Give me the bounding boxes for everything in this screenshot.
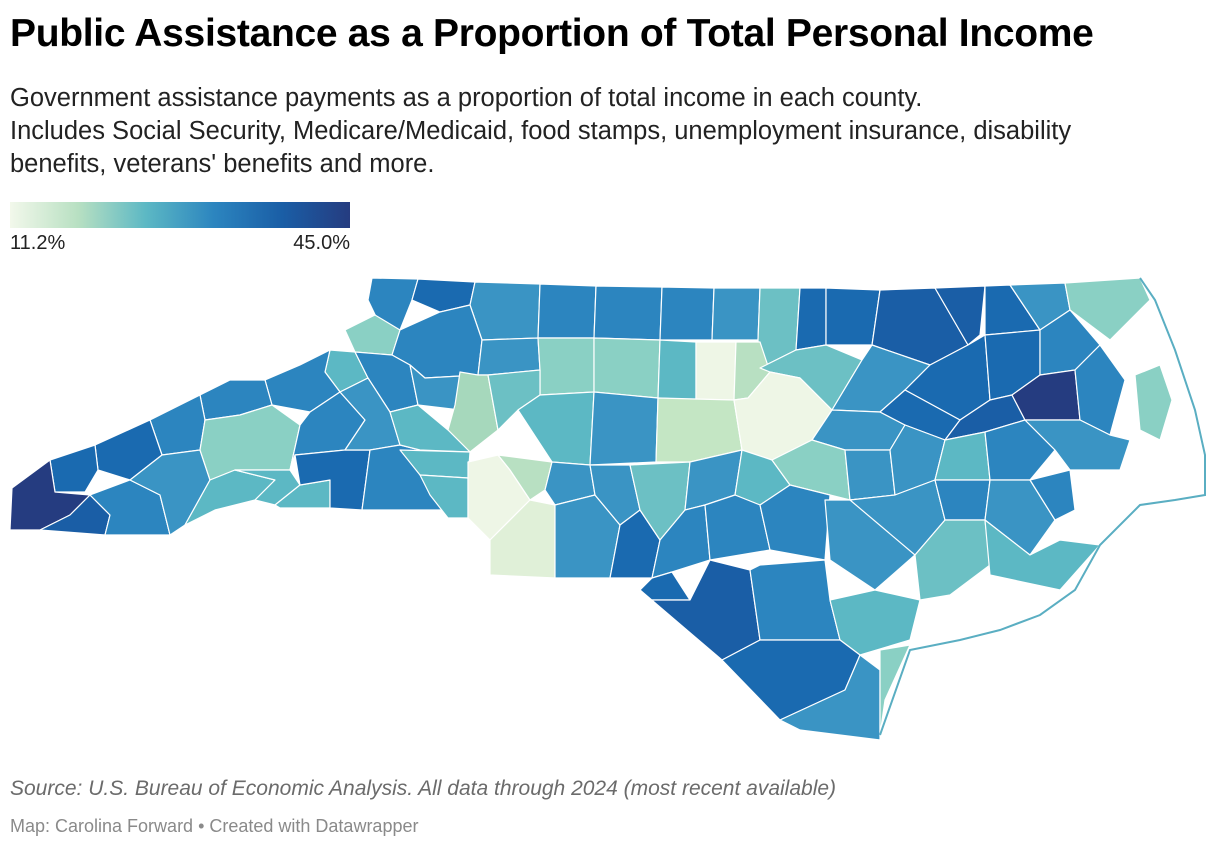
- county-wilson[interactable]: [844, 449, 896, 501]
- county-craven[interactable]: [984, 479, 1056, 556]
- county-davidson[interactable]: [517, 391, 595, 466]
- county-dare[interactable]: [1134, 364, 1173, 441]
- county-currituck[interactable]: [1064, 277, 1151, 341]
- county-caswell[interactable]: [659, 286, 715, 341]
- legend-gradient-bar: [10, 202, 350, 228]
- county-person[interactable]: [711, 287, 761, 341]
- county-tyrrell[interactable]: [1074, 344, 1126, 436]
- county-pamlico[interactable]: [1029, 469, 1076, 521]
- county-orange[interactable]: [695, 341, 737, 401]
- color-legend: 11.2% 45.0%: [10, 202, 350, 256]
- county-mitchell-yancey[interactable]: [264, 349, 341, 413]
- chart-description: Government assistance payments as a prop…: [10, 82, 1200, 181]
- county-gaston[interactable]: [419, 474, 469, 519]
- county-yadkin[interactable]: [477, 337, 541, 376]
- county-surry[interactable]: [469, 281, 541, 341]
- description-line-1: Government assistance payments as a prop…: [10, 84, 923, 112]
- county-warren[interactable]: [825, 287, 881, 346]
- chart-title: Public Assistance as a Proportion of Tot…: [10, 12, 1094, 55]
- county-bladen[interactable]: [749, 559, 841, 641]
- county-beaufort[interactable]: [984, 419, 1056, 481]
- nc-county-map: [9, 277, 1206, 741]
- county-hertford[interactable]: [934, 285, 986, 346]
- description-line-2: Includes Social Security, Medicare/Medic…: [10, 117, 1072, 145]
- county-randolph[interactable]: [589, 391, 659, 466]
- county-forsyth[interactable]: [537, 337, 595, 396]
- county-lenoir[interactable]: [934, 479, 991, 521]
- outer-banks-coastline: [879, 277, 1206, 736]
- credit-line: Map: Carolina Forward • Created with Dat…: [10, 816, 419, 836]
- county-hyde[interactable]: [1024, 419, 1131, 471]
- county-rockingham[interactable]: [593, 285, 663, 341]
- description-line-3: benefits, veterans' benefits and more.: [10, 150, 435, 178]
- county-cabarrus[interactable]: [497, 454, 553, 501]
- legend-max-label: 45.0%: [293, 232, 350, 254]
- county-alamance[interactable]: [657, 339, 697, 401]
- source-note: Source: U.S. Bureau of Economic Analysis…: [10, 777, 837, 800]
- county-graham[interactable]: [49, 444, 99, 493]
- county-iredell[interactable]: [447, 371, 499, 453]
- county-stokes[interactable]: [537, 283, 597, 339]
- county-new-hanover[interactable]: [879, 644, 911, 736]
- legend-min-label: 11.2%: [10, 232, 66, 254]
- county-guilford[interactable]: [593, 337, 661, 399]
- county-vance[interactable]: [795, 287, 827, 351]
